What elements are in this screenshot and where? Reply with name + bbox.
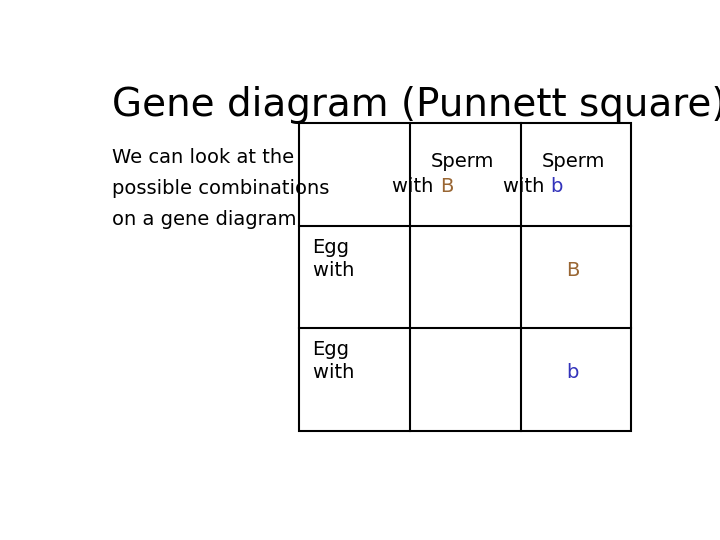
- Text: B: B: [440, 177, 454, 197]
- Text: with: with: [312, 363, 360, 382]
- Bar: [300, 123, 631, 431]
- Text: Egg: Egg: [312, 238, 349, 257]
- Text: Sperm: Sperm: [431, 152, 494, 171]
- Text: with: with: [392, 177, 440, 197]
- Text: on a gene diagram: on a gene diagram: [112, 210, 297, 230]
- Text: Egg: Egg: [312, 340, 349, 360]
- Text: with: with: [312, 261, 360, 280]
- Text: Gene diagram (Punnett square): Gene diagram (Punnett square): [112, 85, 720, 124]
- Text: We can look at the: We can look at the: [112, 148, 294, 167]
- Text: with: with: [503, 177, 551, 197]
- Text: B: B: [567, 261, 580, 280]
- Text: b: b: [551, 177, 563, 197]
- Text: b: b: [567, 363, 579, 382]
- Text: Sperm: Sperm: [541, 152, 605, 171]
- Text: possible combinations: possible combinations: [112, 179, 330, 198]
